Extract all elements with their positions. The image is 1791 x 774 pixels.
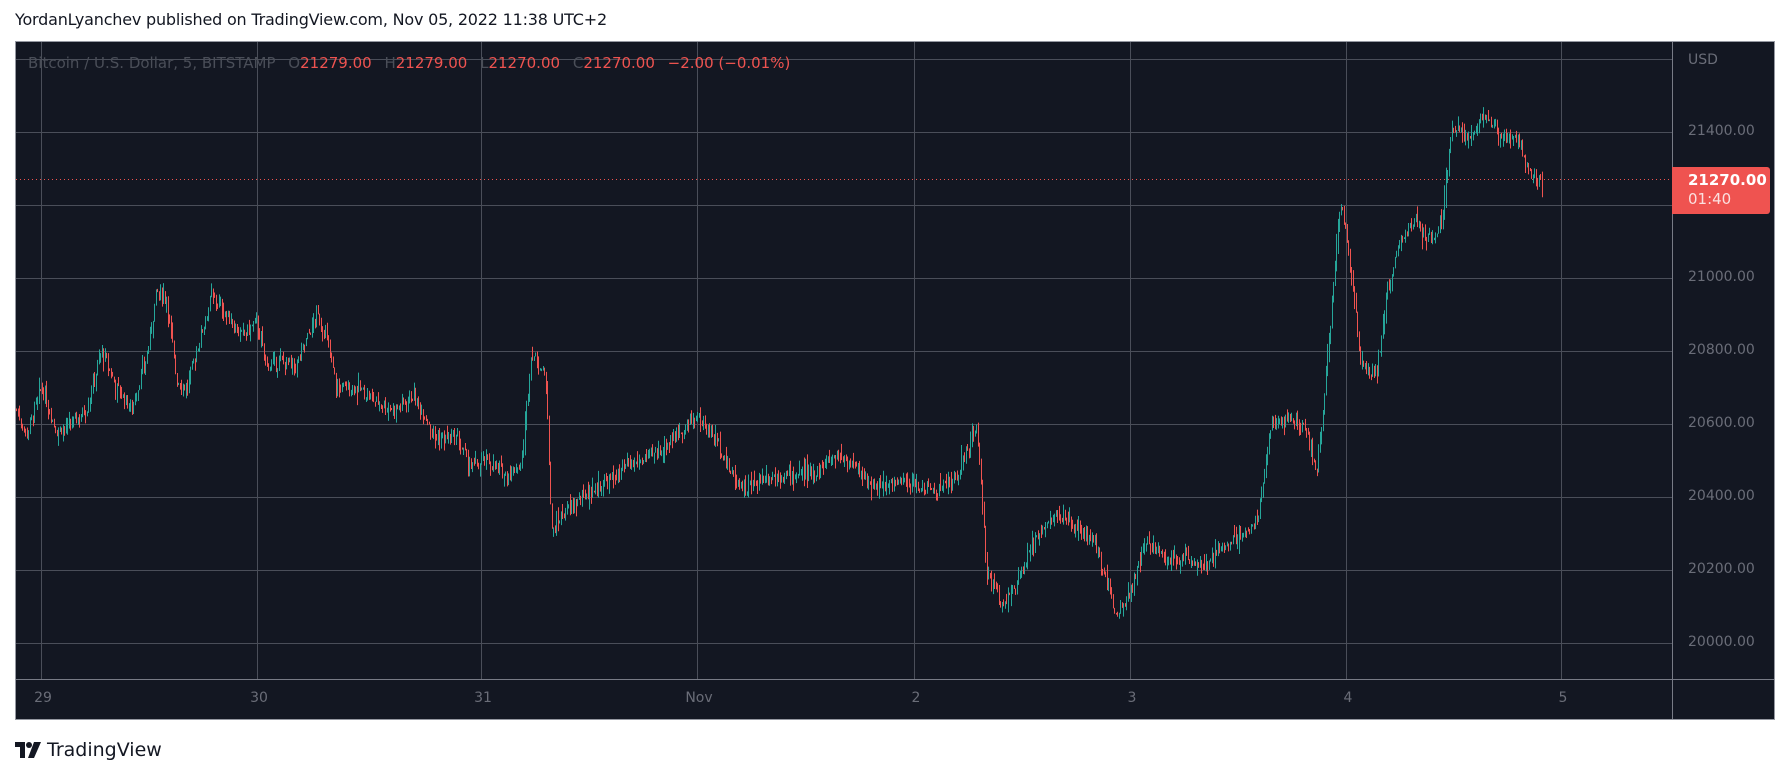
symbol-title[interactable]: Bitcoin / U.S. Dollar, 5, BITSTAMP (28, 54, 276, 72)
ohlc-legend: Bitcoin / U.S. Dollar, 5, BITSTAMP O2127… (28, 54, 791, 72)
candlestick-plot[interactable] (16, 42, 1774, 719)
last-price-badge: 21270.00 01:40 (1672, 167, 1770, 214)
high-value: 21279.00 (395, 54, 468, 72)
time-tick-label: 5 (1558, 690, 1568, 706)
price-tick-label: 21000.00 (1688, 269, 1755, 285)
time-tick-label: 3 (1127, 690, 1137, 706)
time-tick-label: 29 (34, 690, 52, 706)
price-tick-label: 20800.00 (1688, 342, 1755, 358)
close-value: 21270.00 (583, 54, 655, 72)
chart-container[interactable]: Bitcoin / U.S. Dollar, 5, BITSTAMP O2127… (15, 41, 1775, 720)
price-tick-label: 21400.00 (1688, 123, 1755, 139)
price-tick-label: 20600.00 (1688, 415, 1755, 431)
last-price: 21270.00 (1688, 171, 1767, 189)
change-value: −2.00 (−0.01%) (667, 54, 791, 72)
published-caption: YordanLyanchev published on TradingView.… (15, 10, 607, 29)
price-tick-label: 20400.00 (1688, 488, 1755, 504)
price-tick-label: 20000.00 (1688, 634, 1755, 650)
time-tick-label: 4 (1343, 690, 1353, 706)
time-tick-label: Nov (685, 690, 713, 706)
tradingview-logo-icon (15, 742, 41, 758)
open-value: 21279.00 (300, 54, 372, 72)
price-tick-label: 20200.00 (1688, 561, 1755, 577)
tradingview-logo[interactable]: TradingView (15, 739, 162, 761)
brand-name: TradingView (47, 739, 162, 761)
low-value: 21270.00 (488, 54, 561, 72)
currency-label[interactable]: USD (1688, 52, 1718, 68)
time-tick-label: 30 (250, 690, 268, 706)
time-tick-label: 2 (911, 690, 921, 706)
time-tick-label: 31 (474, 690, 492, 706)
bar-countdown: 01:40 (1688, 190, 1732, 208)
